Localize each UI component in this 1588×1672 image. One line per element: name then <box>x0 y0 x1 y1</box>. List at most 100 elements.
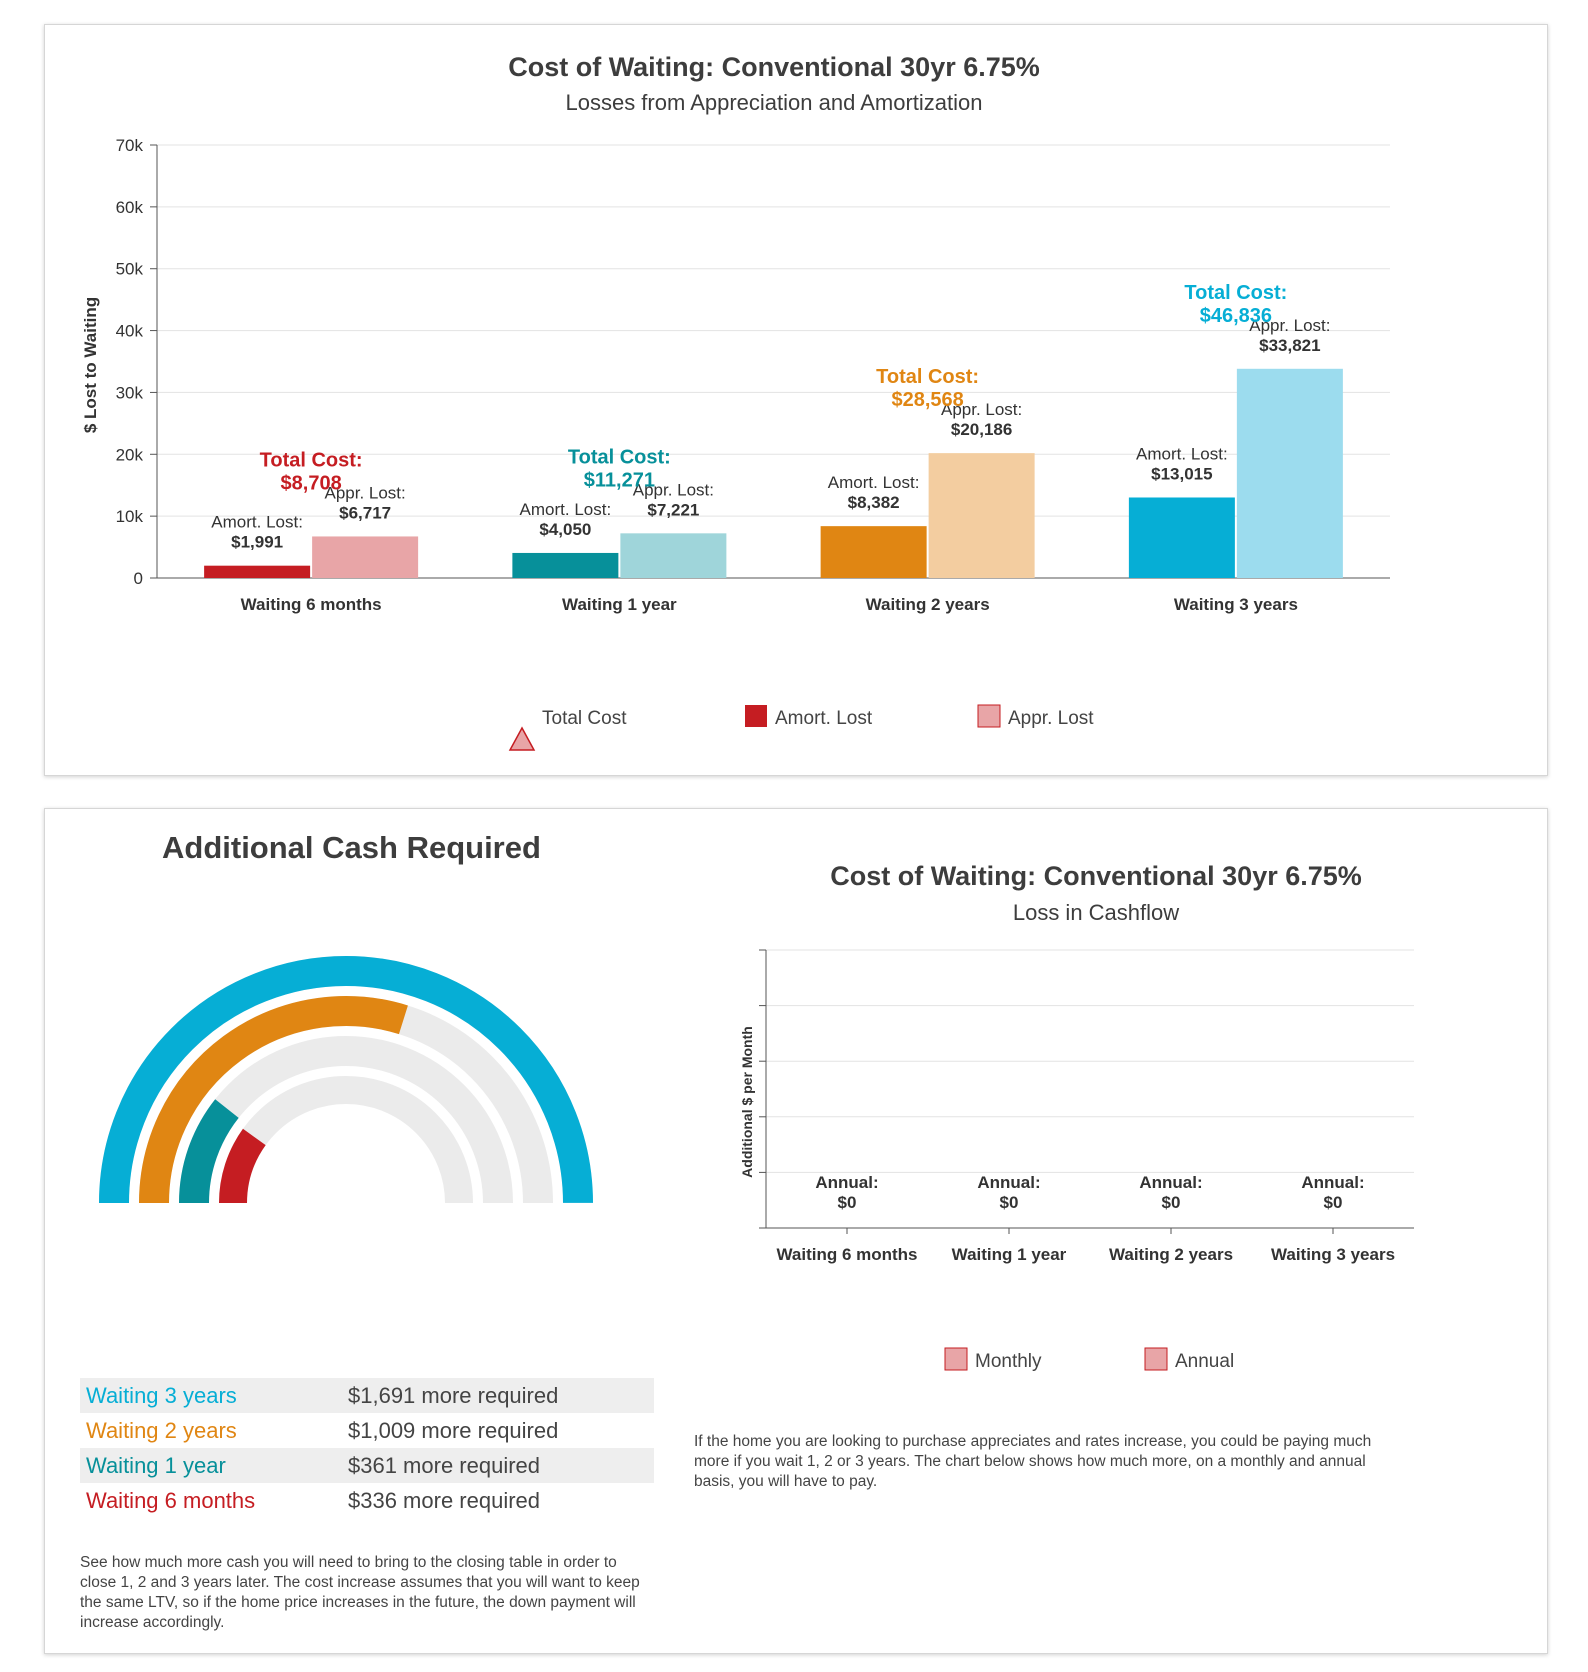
annual-label: Annual: <box>977 1173 1040 1192</box>
cash-row-amount: $1,009 more required <box>348 1417 559 1443</box>
cash-row-amount: $1,691 more required <box>348 1382 559 1408</box>
cf-category-label: Waiting 6 months <box>776 1245 917 1264</box>
top-ytick-label: 0 <box>134 569 143 588</box>
gauge-arc <box>139 996 408 1204</box>
cashflow-chart-ylabel: Additional $ per Month <box>739 1026 755 1178</box>
top-chart-title: Cost of Waiting: Conventional 30yr 6.75% <box>508 52 1040 82</box>
total-cost-value: $8,708 <box>281 472 342 494</box>
appr-label: Appr. Lost: <box>1249 316 1330 335</box>
bottom-card <box>44 808 1548 1654</box>
legend-annual-swatch <box>1144 1347 1168 1371</box>
appr-value: $7,221 <box>647 500 699 519</box>
cashflow-note: If the home you are looking to purchase … <box>694 1433 1372 1490</box>
total-cost-label: Total Cost: <box>260 449 363 471</box>
top-chart-grid: 0 10k 20k 30k 40k 50k 60k 70k <box>116 136 1390 588</box>
annual-label: Annual: <box>1301 1173 1364 1192</box>
cf-category-label: Waiting 3 years <box>1271 1245 1395 1264</box>
amort-bar <box>820 526 927 578</box>
cashflow-chart-legend: Monthly Annual <box>944 1347 1234 1372</box>
legend-amort-label: Amort. Lost <box>775 708 873 729</box>
cash-table: Waiting 3 years $1,691 more required Waiti… <box>80 1378 654 1518</box>
cash-row-amount: $336 more required <box>348 1487 541 1513</box>
appr-bar <box>312 536 419 578</box>
total-cost-value: $11,271 <box>584 469 655 491</box>
category-label: Waiting 3 years <box>1174 595 1298 614</box>
amort-bar <box>1128 497 1235 578</box>
cashflow-chart-grid <box>759 949 1414 1229</box>
top-chart: Cost of Waiting: Conventional 30yr 6.75%… <box>81 52 1390 751</box>
top-ytick-label: 60k <box>116 198 144 217</box>
gauge-arc <box>219 1128 266 1204</box>
cash-row-label: Waiting 3 years <box>86 1382 237 1408</box>
annual-label: Annual: <box>1139 1173 1202 1192</box>
amort-label: Amort. Lost: <box>1136 444 1228 463</box>
cf-category-label: Waiting 2 years <box>1109 1245 1233 1264</box>
amort-value: $1,991 <box>231 533 283 552</box>
cashflow-chart-subtitle: Loss in Cashflow <box>1013 900 1179 925</box>
top-chart-subtitle: Losses from Appreciation and Amortizatio… <box>565 90 982 115</box>
cash-row-label: Waiting 1 year <box>86 1452 226 1478</box>
appr-value: $33,821 <box>1259 336 1320 355</box>
annual-value: $0 <box>1162 1193 1181 1212</box>
appr-label: Appr. Lost: <box>324 483 405 502</box>
top-ytick-label: 30k <box>116 383 144 402</box>
gauge-arc <box>99 955 593 1204</box>
legend-appr-label: Appr. Lost <box>1008 708 1094 729</box>
annual-label: Annual: <box>815 1173 878 1192</box>
cash-note: See how much more cash you will need to … <box>80 1554 640 1631</box>
legend-monthly-swatch <box>944 1347 968 1371</box>
cash-row-label: Waiting 6 months <box>86 1487 256 1513</box>
legend-monthly-label: Monthly <box>975 1351 1042 1372</box>
legend-annual-label: Annual <box>1175 1351 1234 1372</box>
top-ytick-label: 70k <box>116 136 144 155</box>
total-cost-label: Total Cost: <box>568 446 671 468</box>
appr-label: Appr. Lost: <box>633 480 714 499</box>
appr-label: Appr. Lost: <box>941 400 1022 419</box>
gauge-track <box>219 1076 473 1204</box>
appr-bar <box>928 453 1035 578</box>
cf-category-label: Waiting 1 year <box>952 1245 1067 1264</box>
top-ytick-label: 10k <box>116 507 144 526</box>
top-ytick-label: 40k <box>116 322 144 341</box>
appr-bar <box>620 533 727 578</box>
cashflow-chart: Cost of Waiting: Conventional 30yr 6.75%… <box>739 861 1414 1372</box>
cash-row: Waiting 1 year $361 more required <box>80 1448 654 1483</box>
cash-row: Waiting 3 years $1,691 more required <box>80 1378 654 1413</box>
annual-value: $0 <box>1000 1193 1019 1212</box>
cash-row-amount: $361 more required <box>348 1452 541 1478</box>
total-cost-value: $46,836 <box>1200 305 1272 327</box>
cash-radial-chart <box>99 955 593 1204</box>
appr-value: $20,186 <box>951 420 1012 439</box>
cash-row-label: Waiting 2 years <box>86 1417 237 1443</box>
total-cost-label: Total Cost: <box>1184 282 1287 304</box>
appr-bar <box>1236 368 1343 578</box>
legend-appr-swatch <box>977 704 1001 728</box>
cash-row: Waiting 6 months $336 more required <box>80 1483 654 1518</box>
amort-bar <box>204 565 311 578</box>
amort-value: $13,015 <box>1151 464 1212 483</box>
cashflow-chart-title: Cost of Waiting: Conventional 30yr 6.75% <box>830 861 1362 891</box>
legend-total-cost-label: Total Cost <box>542 708 627 729</box>
category-label: Waiting 2 years <box>866 595 990 614</box>
top-chart-ylabel: $ Lost to Waiting <box>81 297 100 433</box>
legend-total-cost-icon <box>508 726 536 751</box>
appr-value: $6,717 <box>339 503 391 522</box>
amort-value: $4,050 <box>539 520 591 539</box>
amort-label: Amort. Lost: <box>211 513 303 532</box>
gauge-arc <box>179 1099 239 1204</box>
amort-label: Amort. Lost: <box>828 473 920 492</box>
category-label: Waiting 6 months <box>241 595 382 614</box>
cash-title: Additional Cash Required <box>162 830 541 865</box>
total-cost-label: Total Cost: <box>876 366 979 388</box>
cash-row: Waiting 2 years $1,009 more required <box>80 1413 654 1448</box>
legend-amort-swatch <box>745 705 767 727</box>
category-label: Waiting 1 year <box>562 595 677 614</box>
annual-value: $0 <box>1324 1193 1343 1212</box>
amort-label: Amort. Lost: <box>520 500 612 519</box>
top-ytick-label: 50k <box>116 260 144 279</box>
total-cost-value: $28,568 <box>891 389 963 411</box>
amort-bar <box>512 552 619 578</box>
annual-value: $0 <box>838 1193 857 1212</box>
